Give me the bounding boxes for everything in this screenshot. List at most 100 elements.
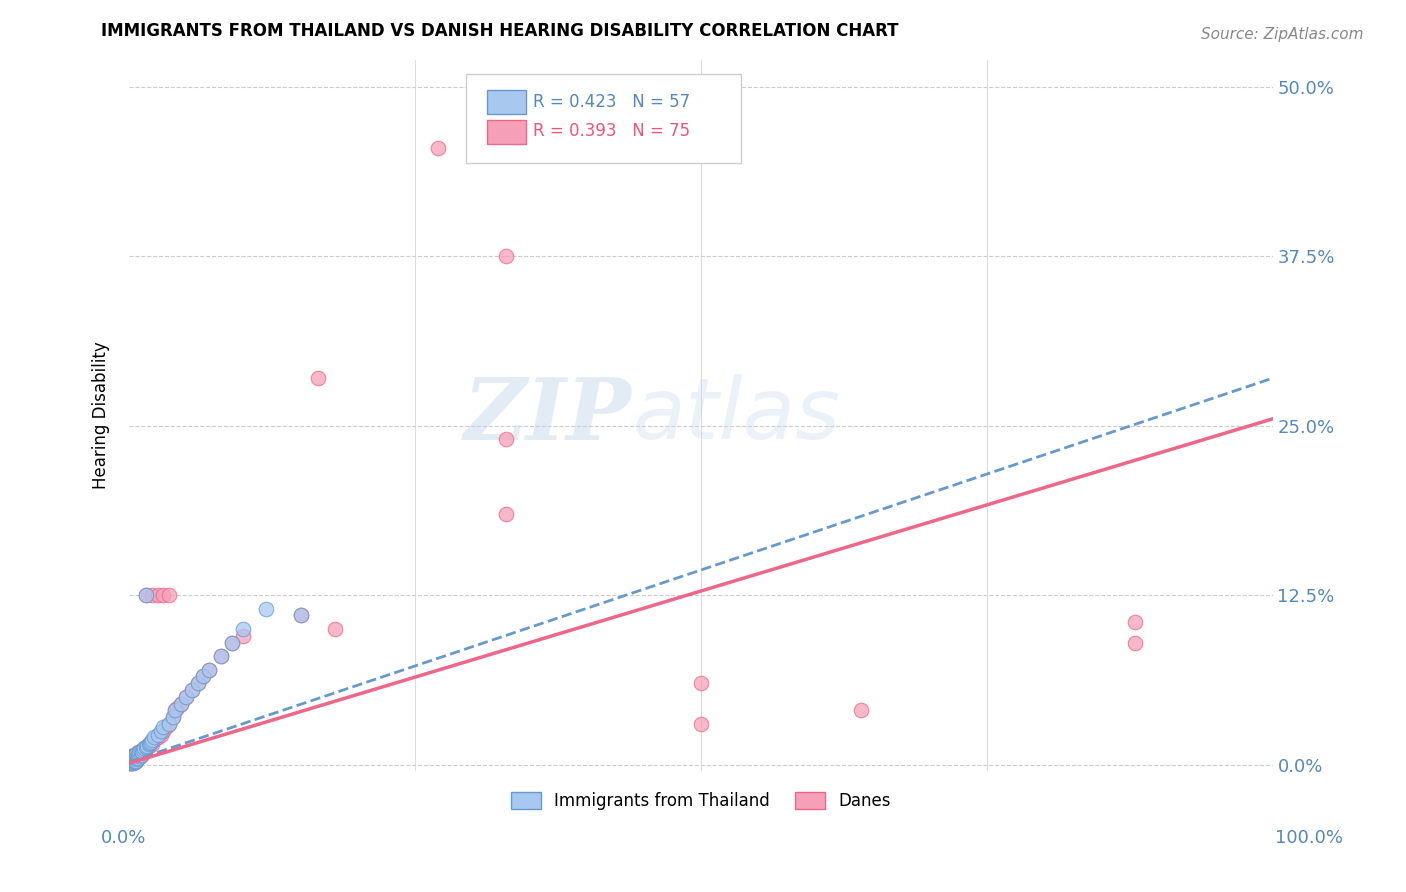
Point: [120, 755, 142, 769]
Text: 100.0%: 100.0%: [1275, 829, 1343, 847]
Point: [120, 752, 142, 766]
Text: atlas: atlas: [633, 374, 841, 457]
Point: [121, 751, 143, 765]
Point: [157, 717, 180, 731]
Point: [146, 731, 169, 745]
Point: [122, 754, 145, 768]
Point: [132, 745, 155, 759]
Point: [209, 649, 232, 664]
Point: [127, 751, 149, 765]
Point: [122, 755, 145, 769]
Point: [209, 649, 232, 664]
Point: [125, 749, 148, 764]
Point: [254, 601, 277, 615]
Point: [120, 756, 142, 771]
Point: [122, 749, 145, 764]
Point: [124, 755, 146, 769]
Point: [125, 751, 148, 765]
Point: [129, 749, 152, 764]
Point: [152, 723, 174, 738]
Point: [125, 754, 148, 768]
Point: [132, 744, 155, 758]
Point: [163, 703, 186, 717]
Point: [134, 742, 156, 756]
Point: [125, 747, 148, 761]
Point: [141, 737, 163, 751]
Point: [141, 733, 163, 747]
Point: [120, 755, 142, 769]
Point: [181, 683, 204, 698]
Point: [849, 703, 872, 717]
Point: [129, 744, 152, 758]
Point: [141, 588, 163, 602]
Point: [135, 739, 157, 754]
Point: [174, 690, 197, 704]
Point: [495, 507, 517, 521]
FancyBboxPatch shape: [486, 120, 526, 145]
Text: R = 0.423   N = 57: R = 0.423 N = 57: [533, 93, 690, 111]
Point: [120, 749, 142, 764]
FancyBboxPatch shape: [467, 74, 741, 163]
Point: [426, 141, 449, 155]
Point: [155, 720, 177, 734]
Point: [132, 742, 155, 756]
Point: [146, 588, 169, 602]
Point: [120, 751, 142, 765]
Point: [125, 752, 148, 766]
Point: [120, 754, 142, 768]
Point: [1123, 635, 1146, 649]
Point: [127, 748, 149, 763]
Point: [166, 700, 188, 714]
Point: [290, 608, 312, 623]
Point: [120, 756, 142, 771]
Point: [120, 756, 142, 771]
Point: [129, 748, 152, 763]
Point: [124, 749, 146, 764]
Point: [689, 717, 711, 731]
Point: [136, 739, 159, 754]
Point: [132, 742, 155, 756]
Text: Source: ZipAtlas.com: Source: ZipAtlas.com: [1201, 27, 1364, 42]
Point: [122, 754, 145, 768]
Point: [124, 754, 146, 768]
Point: [138, 736, 160, 750]
Point: [125, 754, 148, 768]
Point: [157, 588, 180, 602]
Point: [128, 749, 150, 764]
Point: [121, 756, 143, 771]
Point: [124, 751, 146, 765]
Point: [121, 756, 143, 771]
Point: [131, 744, 153, 758]
Point: [138, 737, 160, 751]
Point: [121, 752, 143, 766]
Point: [131, 745, 153, 759]
Point: [152, 720, 174, 734]
Point: [122, 748, 145, 763]
Point: [152, 588, 174, 602]
Point: [150, 723, 173, 738]
Point: [122, 751, 145, 765]
Point: [169, 697, 191, 711]
Point: [120, 754, 142, 768]
Point: [1123, 615, 1146, 630]
Point: [128, 747, 150, 761]
Point: [221, 635, 243, 649]
Point: [323, 622, 346, 636]
Point: [124, 755, 146, 769]
Point: [157, 717, 180, 731]
Point: [120, 754, 142, 768]
Point: [124, 754, 146, 768]
Point: [121, 755, 143, 769]
Point: [139, 734, 162, 748]
Point: [232, 629, 254, 643]
Text: IMMIGRANTS FROM THAILAND VS DANISH HEARING DISABILITY CORRELATION CHART: IMMIGRANTS FROM THAILAND VS DANISH HEARI…: [101, 21, 898, 39]
Point: [138, 737, 160, 751]
Point: [132, 741, 155, 756]
Point: [120, 751, 142, 765]
Point: [129, 747, 152, 761]
Point: [127, 751, 149, 765]
Point: [127, 747, 149, 761]
Point: [129, 744, 152, 758]
Point: [121, 755, 143, 769]
Point: [120, 752, 142, 766]
